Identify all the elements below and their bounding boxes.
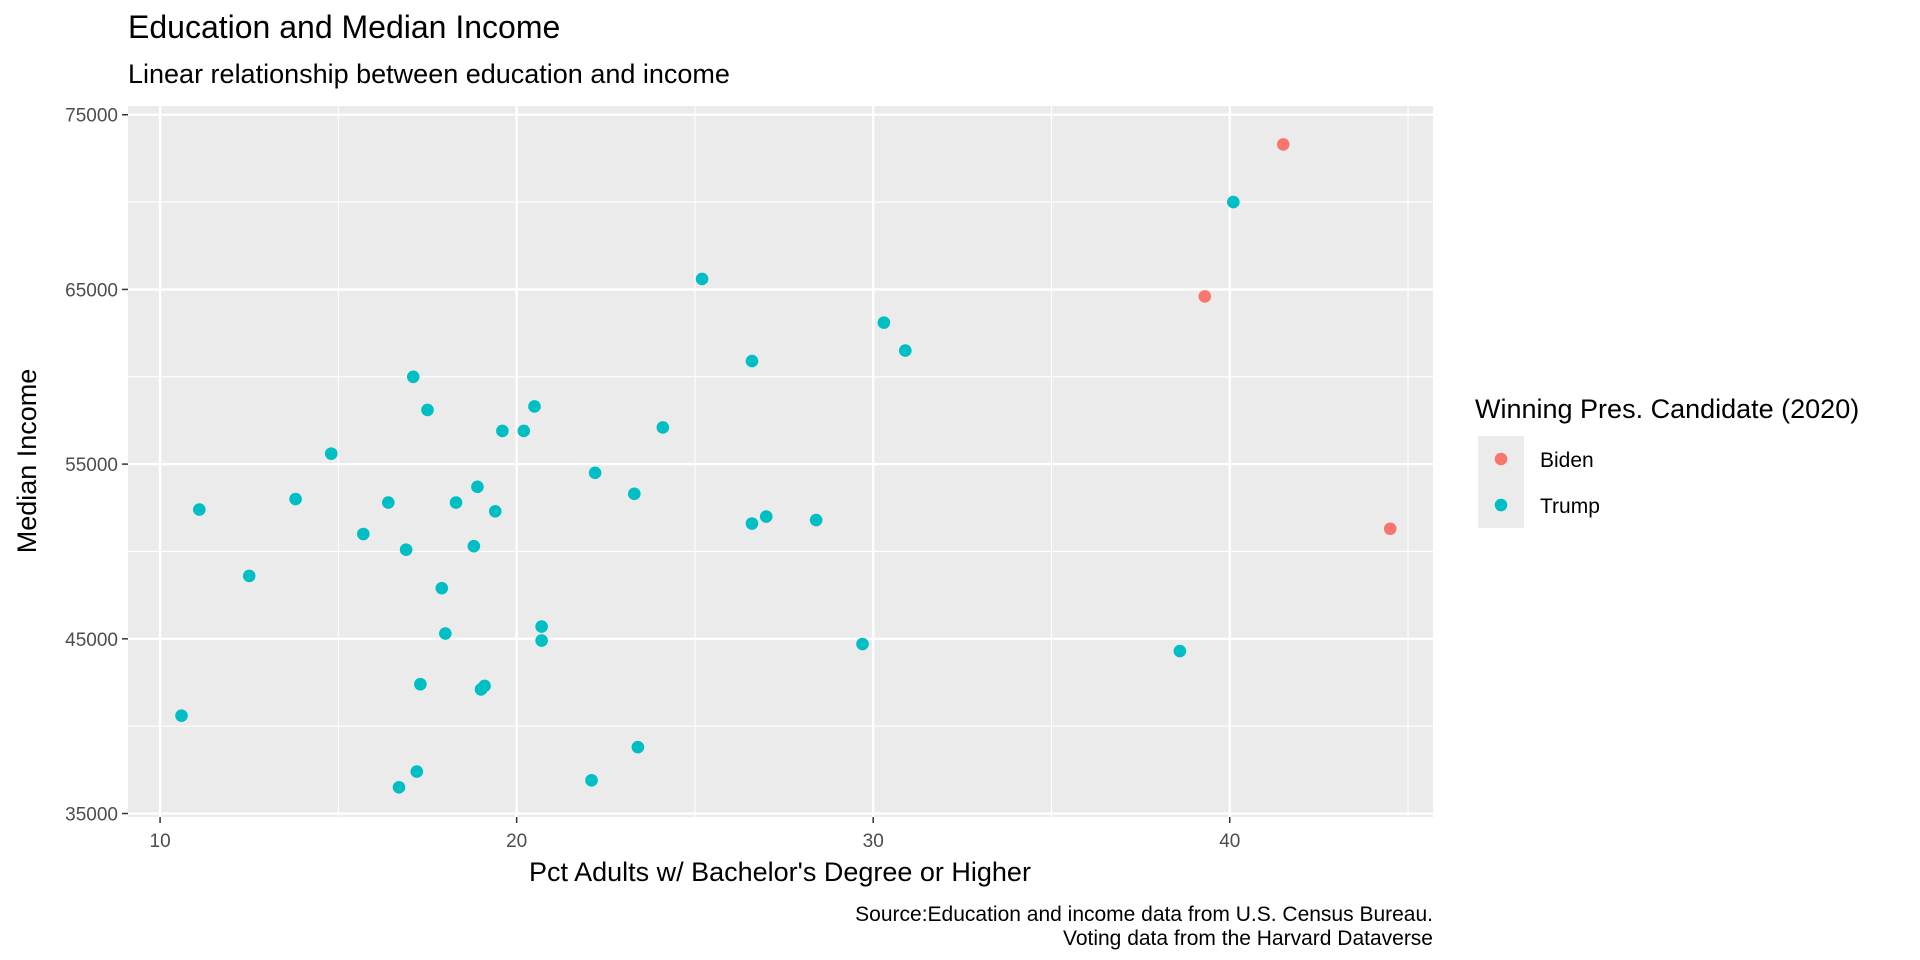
data-point-trump bbox=[745, 517, 759, 530]
data-point-trump bbox=[656, 421, 670, 434]
legend-title: Winning Pres. Candidate (2020) bbox=[1475, 394, 1859, 424]
data-point-trump bbox=[759, 510, 773, 523]
data-point-trump bbox=[528, 400, 541, 413]
data-point-trump bbox=[585, 774, 598, 787]
data-point-trump bbox=[357, 527, 370, 541]
data-point-trump bbox=[435, 581, 449, 595]
caption-line-1: Source:Education and income data from U.… bbox=[855, 903, 1433, 926]
data-point-biden bbox=[1198, 290, 1212, 303]
grid-lines bbox=[128, 106, 1433, 817]
data-point-trump bbox=[289, 492, 302, 506]
data-point-trump bbox=[535, 620, 548, 633]
y-tick-label: 75000 bbox=[65, 106, 118, 127]
data-point-trump bbox=[193, 503, 206, 516]
chart-subtitle: Linear relationship between education an… bbox=[128, 59, 730, 89]
data-point-trump bbox=[410, 765, 424, 778]
y-tick-label: 45000 bbox=[65, 630, 118, 651]
legend-label-biden: Biden bbox=[1540, 449, 1594, 472]
data-point-trump bbox=[242, 569, 256, 583]
y-tick-label: 35000 bbox=[65, 805, 118, 826]
data-point-trump bbox=[439, 627, 452, 640]
data-point-trump bbox=[628, 487, 641, 501]
data-point-trump bbox=[324, 447, 338, 460]
data-point-trump bbox=[406, 370, 420, 384]
data-point-trump bbox=[496, 424, 509, 438]
data-point-trump bbox=[421, 403, 434, 417]
data-point-trump bbox=[414, 677, 427, 691]
data-point-biden bbox=[1276, 138, 1290, 151]
data-points bbox=[175, 138, 1397, 794]
data-point-trump bbox=[877, 316, 891, 329]
legend-label-trump: Trump bbox=[1540, 495, 1600, 518]
y-tick-label: 55000 bbox=[65, 455, 118, 476]
x-tick-label: 20 bbox=[506, 831, 527, 852]
data-point-trump bbox=[898, 344, 912, 357]
legend-key-background bbox=[1478, 436, 1524, 528]
data-point-biden bbox=[1383, 522, 1397, 536]
data-point-trump bbox=[517, 424, 531, 438]
plot-panel bbox=[128, 106, 1433, 817]
legend: Winning Pres. Candidate (2020) Biden Tru… bbox=[1475, 394, 1859, 528]
data-point-trump bbox=[392, 781, 406, 794]
data-point-trump bbox=[399, 543, 413, 557]
data-point-trump bbox=[809, 513, 823, 527]
chart-title: Education and Median Income bbox=[128, 9, 560, 45]
y-tick-label: 65000 bbox=[65, 280, 118, 301]
data-point-trump bbox=[856, 637, 869, 651]
data-point-trump bbox=[474, 683, 488, 696]
y-axis-title: Median Income bbox=[12, 369, 42, 554]
data-point-trump bbox=[1173, 644, 1187, 658]
data-point-trump bbox=[1227, 195, 1240, 209]
data-point-trump bbox=[471, 480, 484, 494]
data-point-trump bbox=[695, 272, 709, 286]
data-point-trump bbox=[381, 496, 395, 509]
data-point-trump bbox=[175, 709, 188, 722]
x-axis-title: Pct Adults w/ Bachelor's Degree or Highe… bbox=[529, 857, 1031, 887]
axis-ticks: 10 20 30 40 35000 45000 55000 65000 75000 bbox=[65, 106, 1240, 852]
data-point-trump bbox=[588, 466, 602, 480]
caption-line-2: Voting data from the Harvard Dataverse bbox=[1063, 927, 1433, 950]
data-point-trump bbox=[467, 539, 481, 553]
x-tick-label: 40 bbox=[1219, 831, 1240, 852]
data-point-trump bbox=[488, 504, 502, 518]
data-point-trump bbox=[449, 496, 463, 509]
legend-swatch-trump bbox=[1494, 498, 1508, 512]
data-point-trump bbox=[535, 634, 548, 647]
x-tick-label: 30 bbox=[863, 831, 884, 852]
legend-swatch-biden bbox=[1494, 452, 1508, 466]
data-point-trump bbox=[631, 740, 645, 754]
data-point-trump bbox=[745, 354, 759, 368]
x-tick-label: 10 bbox=[150, 831, 171, 852]
